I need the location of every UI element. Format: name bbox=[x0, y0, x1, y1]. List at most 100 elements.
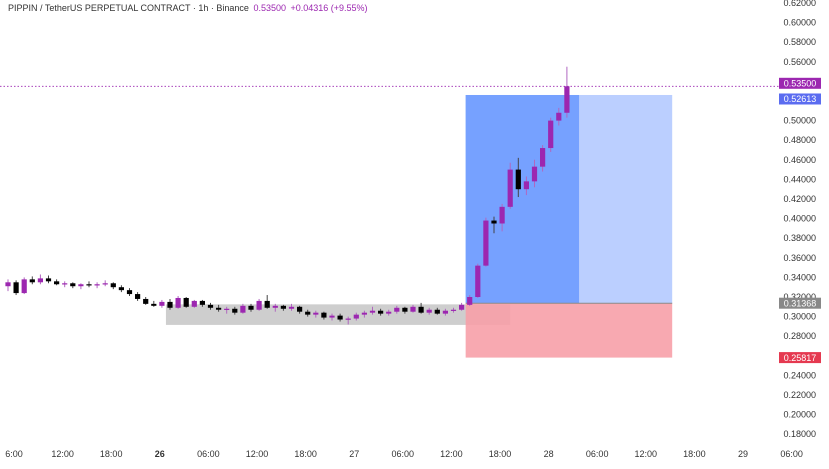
candle bbox=[29, 279, 35, 283]
candle bbox=[45, 278, 52, 282]
chart-title: PIPPIN / TetherUS PERPETUAL CONTRACT · 1… bbox=[8, 3, 368, 13]
candle bbox=[369, 310, 376, 313]
y-tick-label: 0.36000 bbox=[783, 253, 816, 263]
last-price: 0.53500 bbox=[253, 3, 286, 13]
candle bbox=[410, 306, 416, 312]
x-tick-label: 18:00 bbox=[294, 449, 317, 459]
symbol-title: PIPPIN / TetherUS PERPETUAL CONTRACT · 1… bbox=[8, 3, 249, 13]
candle bbox=[313, 312, 319, 315]
x-tick-label: 18:00 bbox=[683, 449, 706, 459]
x-tick-label: 26 bbox=[155, 449, 165, 459]
price-label-text: 0.31368 bbox=[784, 298, 817, 308]
candle bbox=[426, 309, 432, 313]
y-tick-label: 0.48000 bbox=[783, 135, 816, 145]
y-tick-label: 0.30000 bbox=[783, 312, 816, 322]
candle bbox=[102, 283, 108, 285]
y-tick-label: 0.44000 bbox=[783, 174, 816, 184]
x-tick-label: 27 bbox=[349, 449, 359, 459]
x-tick-label: 06:00 bbox=[586, 449, 609, 459]
y-tick-label: 0.28000 bbox=[783, 331, 816, 341]
candle bbox=[297, 306, 303, 312]
candle bbox=[402, 307, 408, 312]
candle bbox=[199, 300, 205, 305]
candle bbox=[118, 287, 124, 291]
price-label-stop bbox=[779, 352, 821, 364]
candle bbox=[191, 300, 197, 307]
candle bbox=[143, 298, 149, 304]
price-label-text: 0.53500 bbox=[784, 79, 817, 89]
candle bbox=[256, 300, 262, 310]
x-tick-label: 12:00 bbox=[635, 449, 658, 459]
candle bbox=[394, 307, 400, 312]
candle bbox=[264, 300, 270, 308]
x-tick-label: 12:00 bbox=[246, 449, 269, 459]
candle bbox=[5, 282, 11, 287]
y-tick-label: 0.60000 bbox=[783, 18, 816, 28]
candle bbox=[564, 86, 570, 113]
candle bbox=[207, 304, 214, 308]
x-tick-label: 18:00 bbox=[489, 449, 512, 459]
candle bbox=[491, 220, 497, 224]
y-tick-label: 0.32000 bbox=[783, 292, 816, 302]
candle bbox=[240, 305, 246, 313]
candle bbox=[305, 311, 311, 315]
candle bbox=[126, 290, 133, 295]
x-tick-label: 28 bbox=[544, 449, 554, 459]
candle bbox=[386, 311, 392, 314]
take-profit-zone-filled bbox=[465, 94, 580, 304]
candle bbox=[556, 112, 562, 121]
y-tick-label: 0.40000 bbox=[783, 214, 816, 224]
candle bbox=[523, 181, 529, 190]
y-tick-label: 0.38000 bbox=[783, 233, 816, 243]
price-axis[interactable]: 0.620000.600000.580000.560000.540000.520… bbox=[783, 0, 816, 439]
candle bbox=[183, 297, 189, 307]
y-tick-label: 0.50000 bbox=[783, 116, 816, 126]
candle bbox=[531, 166, 538, 182]
candle bbox=[475, 265, 481, 297]
y-tick-label: 0.46000 bbox=[783, 155, 816, 165]
candle bbox=[288, 306, 295, 309]
candle bbox=[224, 308, 230, 310]
price-label-entry bbox=[779, 297, 821, 309]
candle bbox=[459, 304, 465, 310]
candle bbox=[345, 318, 351, 320]
y-tick-label: 0.22000 bbox=[783, 390, 816, 400]
candle bbox=[540, 148, 546, 167]
candle bbox=[361, 312, 367, 315]
candle bbox=[272, 305, 278, 308]
y-tick-label: 0.34000 bbox=[783, 272, 816, 282]
candle bbox=[321, 312, 327, 318]
x-tick-label: 06:00 bbox=[780, 449, 803, 459]
y-tick-label: 0.42000 bbox=[783, 194, 816, 204]
candle bbox=[37, 278, 43, 283]
time-axis[interactable]: 6:00 12:00 18:00 26 06:00 12:00 18:00 27 06:00 12… bbox=[5, 449, 829, 459]
price-change: +0.04316 (+9.55%) bbox=[290, 3, 368, 13]
y-tick-label: 0.62000 bbox=[783, 0, 816, 8]
candle bbox=[78, 284, 84, 287]
candle bbox=[159, 301, 165, 306]
price-label-text: 0.25817 bbox=[784, 353, 817, 363]
candle bbox=[151, 303, 157, 306]
stop-loss-zone bbox=[465, 303, 673, 358]
candle bbox=[483, 220, 489, 266]
y-tick-label: 0.18000 bbox=[783, 429, 816, 439]
x-tick-label: 18:00 bbox=[100, 449, 123, 459]
candle bbox=[378, 310, 384, 314]
price-label-text: 0.52613 bbox=[784, 94, 817, 104]
candle bbox=[54, 281, 60, 285]
candle bbox=[499, 206, 505, 224]
x-tick-label: 6:00 bbox=[5, 449, 23, 459]
candle bbox=[467, 297, 473, 305]
candle bbox=[337, 315, 343, 320]
x-tick-label: 06:00 bbox=[197, 449, 220, 459]
x-tick-label: 12:00 bbox=[440, 449, 463, 459]
candle bbox=[135, 294, 141, 299]
candle bbox=[62, 283, 68, 285]
drawing-layer bbox=[0, 85, 779, 358]
y-tick-label: 0.20000 bbox=[783, 410, 816, 420]
candle bbox=[86, 284, 92, 286]
x-tick-label: 06:00 bbox=[392, 449, 415, 459]
candle bbox=[450, 309, 457, 311]
y-tick-label: 0.56000 bbox=[783, 57, 816, 67]
